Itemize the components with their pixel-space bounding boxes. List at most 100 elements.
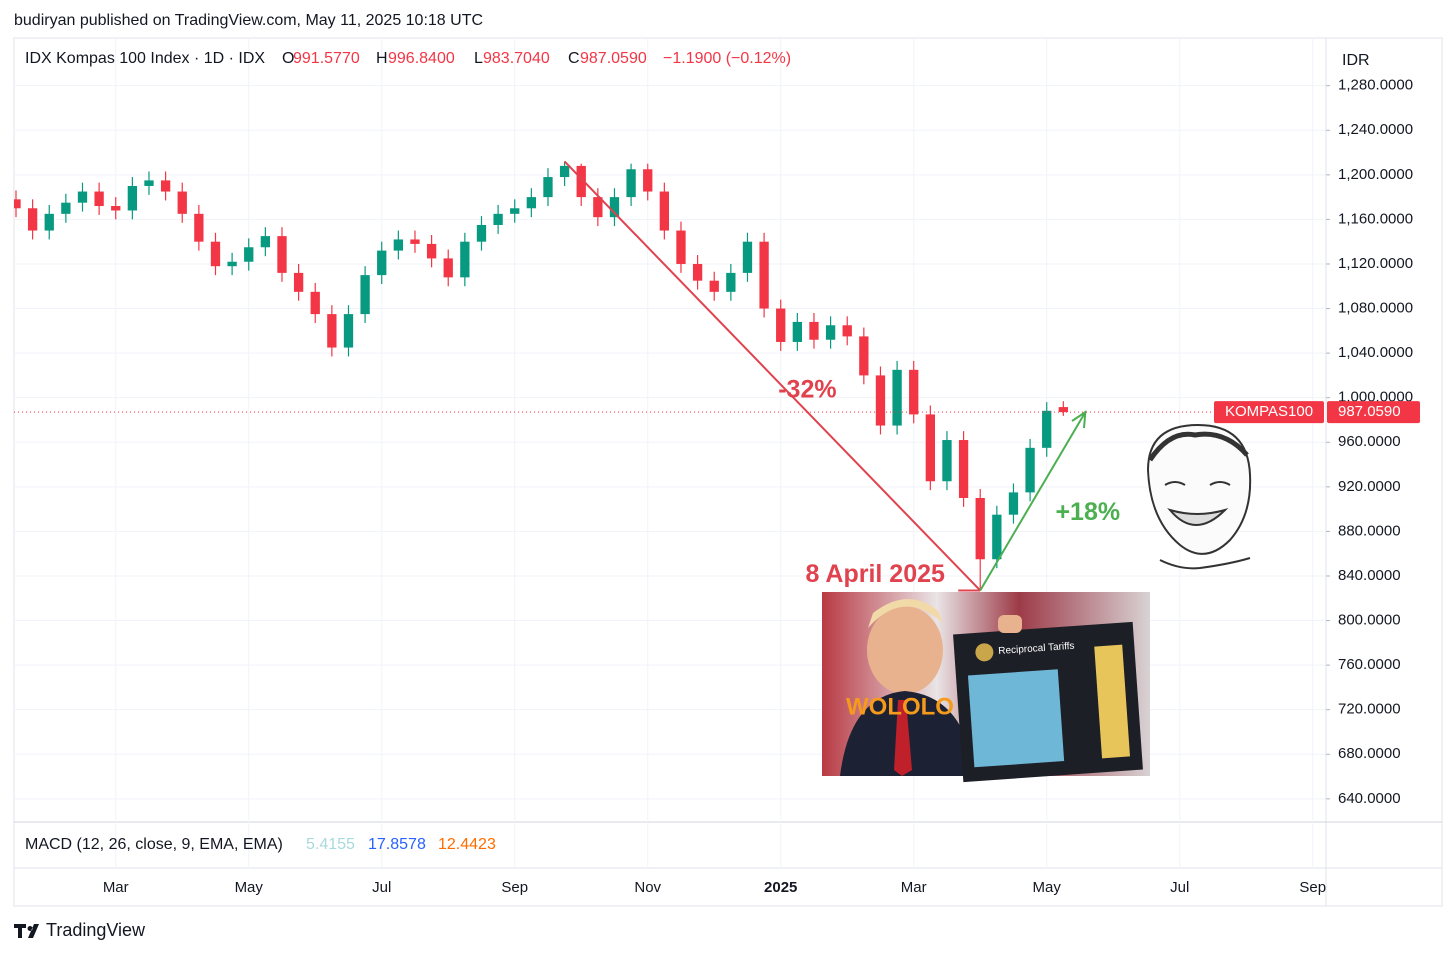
candle-body	[559, 165, 570, 178]
candle-body	[510, 208, 520, 214]
candle-body	[343, 314, 354, 348]
x-tick-label: Mar	[901, 879, 927, 896]
candle-body	[377, 250, 387, 276]
chart-frame	[13, 37, 1443, 907]
candle-body	[260, 236, 271, 248]
x-tick-label: Nov	[634, 879, 661, 896]
candle-body	[94, 191, 104, 207]
board-title: Reciprocal Tariffs	[998, 641, 1075, 657]
y-tick-label: 880.0000	[1338, 522, 1401, 539]
last-price-label: 987.0590	[1338, 403, 1401, 420]
candle-body	[327, 314, 337, 348]
candle-body	[576, 165, 586, 198]
candle-body	[875, 375, 886, 426]
y-tick-label: 1,120.0000	[1338, 255, 1413, 272]
ohlc-value: 996.8400	[388, 50, 455, 67]
rise-arrow-head	[1071, 410, 1087, 429]
y-tick-label: 920.0000	[1338, 478, 1401, 495]
ohlc-key: H	[376, 50, 388, 67]
rise-label: +18%	[1055, 498, 1120, 526]
tv-logo	[14, 924, 39, 938]
candle-body	[958, 440, 969, 498]
candle-body	[160, 180, 171, 192]
x-tick-label: Mar	[103, 879, 129, 896]
y-tick-label: 1,280.0000	[1338, 77, 1413, 94]
candle-body	[410, 239, 420, 244]
candles	[14, 161, 1068, 591]
candle-body	[493, 213, 503, 225]
ohlc-value: −1.1900 (−0.12%)	[663, 50, 791, 67]
y-tick-label: 840.0000	[1338, 567, 1401, 584]
publisher: budiryan published on TradingView.com, M…	[14, 12, 483, 29]
x-tick-label: May	[1033, 879, 1062, 896]
candle-body	[127, 185, 138, 211]
candle-body	[942, 440, 952, 482]
drop-line	[563, 160, 981, 592]
candle-body	[426, 243, 437, 259]
candle-body	[1025, 447, 1035, 493]
candle-body	[859, 336, 869, 376]
chart-title: IDX Kompas 100 Index · 1D · IDX	[25, 50, 265, 67]
drop-label: -32%	[778, 376, 836, 404]
x-tick-label: Sep	[1299, 879, 1326, 896]
last-price-name: KOMPAS100	[1225, 403, 1313, 420]
x-tick-label: Sep	[501, 879, 528, 896]
candle-body	[293, 272, 304, 292]
x-tick-label: May	[235, 879, 264, 896]
y-tick-label: 1,240.0000	[1338, 121, 1413, 138]
candle-body	[460, 241, 470, 278]
candle-body	[925, 414, 935, 482]
y-tick-label: 720.0000	[1338, 701, 1401, 718]
candle-body	[77, 191, 88, 203]
candle-body	[726, 272, 736, 292]
candle-body	[825, 325, 836, 340]
date-label: 8 April 2025	[805, 560, 945, 588]
macd-legend: MACD (12, 26, close, 9, EMA, EMA) 5.4155 1…	[25, 836, 496, 853]
candle-body	[1008, 492, 1019, 515]
candle-body	[277, 236, 287, 273]
y-tick-label: 640.0000	[1338, 790, 1401, 807]
candle-body	[975, 497, 985, 560]
currency: IDR	[1342, 52, 1370, 69]
legend: IDX Kompas 100 Index · 1D · IDX O991.5770…	[25, 50, 791, 67]
candle-body	[776, 308, 786, 342]
candle-body	[759, 241, 769, 309]
candle-body	[1058, 407, 1068, 413]
x-tick-label: 2025	[764, 879, 797, 896]
candle-body	[543, 177, 553, 198]
y-tick-label: 1,080.0000	[1338, 300, 1413, 317]
candle-body	[177, 191, 187, 214]
last-price-name-box	[1214, 401, 1324, 424]
candle-body	[659, 191, 670, 231]
candle-body	[626, 169, 636, 198]
candle-body	[909, 369, 919, 415]
y-tick-label: 960.0000	[1338, 433, 1401, 450]
footer-brand: TradingView	[46, 920, 146, 940]
candle-body	[842, 325, 852, 337]
x-tick-label: Jul	[372, 879, 391, 896]
candle-body	[676, 230, 686, 264]
currency-box	[1330, 44, 1438, 78]
candle-body	[692, 263, 703, 281]
macd-value: 17.8578	[368, 836, 426, 853]
macd-value: 5.4155	[306, 836, 355, 853]
candle-body	[227, 261, 237, 267]
candle-body	[709, 280, 719, 292]
candle-body	[476, 224, 487, 242]
rise-arrow	[979, 411, 1087, 591]
candle-body	[443, 258, 453, 278]
candle-body	[27, 208, 38, 231]
y-tick-label: 1,040.0000	[1338, 344, 1413, 361]
y-tick-label: 1,200.0000	[1338, 166, 1413, 183]
y-tick-label: 760.0000	[1338, 656, 1401, 673]
candle-body	[1042, 410, 1052, 448]
time-axis: Mar May Jul Sep Nov 2025 Mar May Jul Sep	[103, 879, 1326, 896]
candle-body	[609, 197, 620, 218]
y-tick-label: 800.0000	[1338, 612, 1401, 629]
ohlc-value: 987.0590	[580, 50, 647, 67]
candle-body	[809, 321, 819, 340]
candle-body	[892, 369, 902, 426]
ohlc-value: 983.7040	[483, 50, 550, 67]
candle-body	[593, 197, 603, 218]
candle-body	[194, 213, 204, 242]
